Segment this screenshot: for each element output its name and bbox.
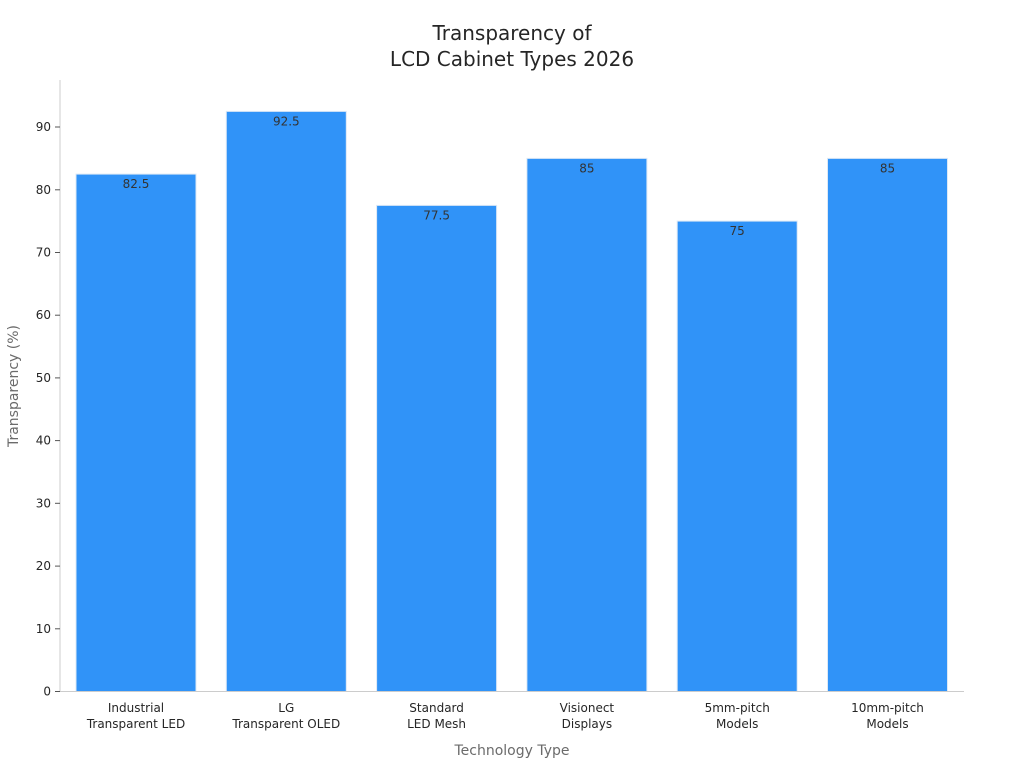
x-tick-label-4-line-1: Models: [716, 717, 758, 731]
x-tick-label-3-line-0: Visionect: [560, 701, 615, 715]
x-ticks-group: Industrial Transparent LED LG Transparent O…: [86, 701, 924, 731]
x-axis-title: Technology Type: [453, 743, 569, 759]
data-label-3: 85: [579, 161, 594, 175]
y-tick-label-8: 80: [36, 183, 51, 197]
bars-group: [75, 110, 948, 693]
x-tick-label-2: Standard LED Mesh: [407, 701, 466, 731]
y-tick-label-7: 70: [36, 246, 51, 260]
x-tick-label-0: Industrial Transparent LED: [86, 701, 185, 731]
y-tick-label-3: 30: [36, 496, 51, 510]
y-tick-label-2: 20: [36, 559, 51, 573]
data-labels-group: 82.5 92.5 77.5 85 75 85: [123, 114, 896, 238]
bar-3: [526, 157, 648, 692]
y-tick-label-6: 60: [36, 308, 51, 322]
data-label-4: 75: [730, 224, 745, 238]
x-tick-label-3-line-1: Displays: [562, 717, 612, 731]
x-tick-label-1-line-1: Transparent OLED: [231, 717, 340, 731]
y-tick-label-9: 90: [36, 120, 51, 134]
x-tick-label-2-line-1: LED Mesh: [407, 717, 466, 731]
chart-title-line-2: LCD Cabinet Types 2026: [390, 47, 634, 71]
x-tick-label-3: Visionect Displays: [560, 701, 615, 731]
x-tick-label-0-line-1: Transparent LED: [86, 717, 185, 731]
x-tick-label-4: 5mm-pitch Models: [705, 701, 770, 731]
y-tick-label-4: 40: [36, 434, 51, 448]
data-label-1: 92.5: [273, 114, 300, 128]
y-tick-label-5: 50: [36, 371, 51, 385]
x-tick-label-5-line-1: Models: [866, 717, 908, 731]
data-label-2: 77.5: [423, 208, 450, 222]
x-tick-label-4-line-0: 5mm-pitch: [705, 701, 770, 715]
x-tick-label-5: 10mm-pitch Models: [851, 701, 924, 731]
chart-title-line-1: Transparency of: [431, 21, 592, 45]
y-axis-title: Transparency (%): [6, 325, 22, 448]
x-tick-label-2-line-0: Standard: [409, 701, 464, 715]
x-tick-label-1: LG Transparent OLED: [231, 701, 340, 731]
data-label-0: 82.5: [123, 177, 150, 191]
data-label-5: 85: [880, 161, 895, 175]
bar-4: [676, 220, 798, 692]
bar-5: [827, 157, 948, 692]
x-tick-label-0-line-0: Industrial: [108, 701, 164, 715]
x-tick-label-5-line-0: 10mm-pitch: [851, 701, 924, 715]
bar-0: [75, 173, 197, 693]
bar-2: [376, 204, 498, 692]
y-tick-label-0: 0: [43, 685, 51, 699]
x-tick-label-1-line-0: LG: [278, 701, 294, 715]
y-ticks-group: 0 10 20 30 40 50 60 70 80 90: [36, 120, 60, 699]
bar-1: [225, 110, 347, 692]
y-tick-label-1: 10: [36, 622, 51, 636]
